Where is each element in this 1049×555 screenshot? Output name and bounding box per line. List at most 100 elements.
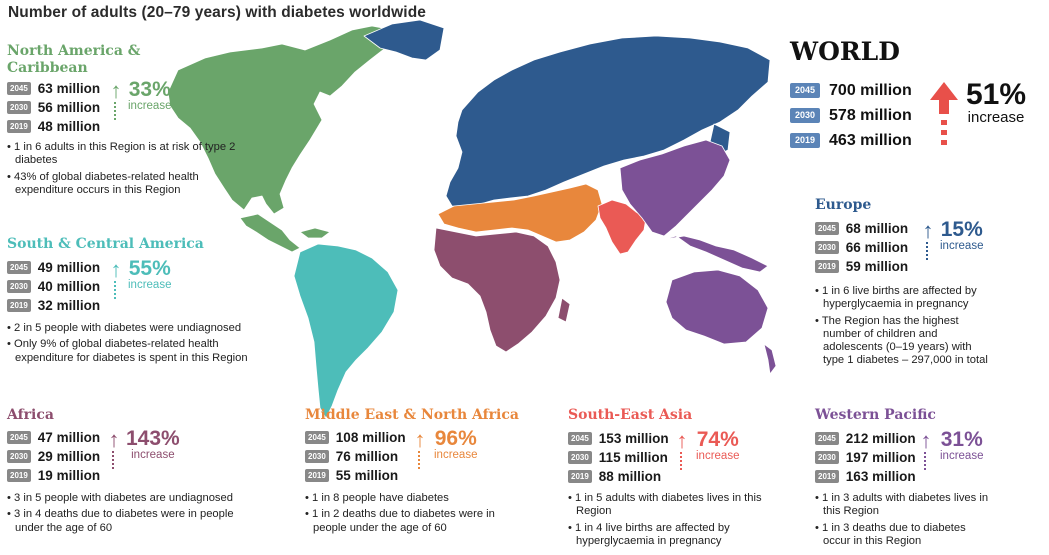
bullet: • 3 in 4 deaths due to diabetes were in … <box>7 508 234 534</box>
region-increase-north-america: 33% increase <box>128 78 172 112</box>
bullet: • 2 in 5 people with diabetes were undia… <box>7 322 242 334</box>
stat-value: 48 million <box>37 119 101 134</box>
year-badge: 2019 <box>568 470 592 483</box>
region-title-sea: South-East Asia <box>568 407 693 423</box>
year-badge: 2019 <box>305 469 329 482</box>
stat-row: 2019 32 million <box>7 296 100 315</box>
bullet: • 1 in 6 adults in this Region is at ris… <box>7 141 236 167</box>
stat-row: 2019 48 million <box>7 117 100 136</box>
year-badge: 2019 <box>7 469 31 482</box>
year-badge: 2019 <box>7 120 31 133</box>
stat-value: 49 million <box>37 260 101 275</box>
region-inc: increase <box>434 449 478 461</box>
year-badge: 2045 <box>305 431 329 444</box>
stat-row: 2019 55 million <box>305 466 406 485</box>
bullet: • 43% of global diabetes-related health … <box>7 170 199 196</box>
region-title-south-america: South & Central America <box>7 236 204 252</box>
year-badge: 2030 <box>305 450 329 463</box>
stat-row: 2019 59 million <box>815 257 908 276</box>
map-region-north-america <box>167 25 395 253</box>
stat-row: 2030 76 million <box>305 447 406 466</box>
map-region-africa <box>433 227 571 353</box>
year-badge: 2045 <box>7 261 31 274</box>
world-summary: WORLD <box>790 37 900 66</box>
year-badge: 2019 <box>815 470 839 483</box>
page-title: Number of adults (20–79 years) with diab… <box>8 4 426 21</box>
region-inc: increase <box>940 450 984 462</box>
year-badge: 2030 <box>568 451 592 464</box>
region-bullets-sea: • 1 in 5 adults with diabetes lives in t… <box>568 492 768 551</box>
stat-value: 115 million <box>598 450 668 465</box>
region-stats-north-america: 2045 63 million 2030 56 million 2019 48 mil… <box>7 79 100 136</box>
region-inc: increase <box>131 449 175 461</box>
year-badge: 2030 <box>7 450 31 463</box>
stat-value: 212 million <box>845 431 916 446</box>
year-badge: 2030 <box>7 101 31 114</box>
stat-value: 19 million <box>37 468 101 483</box>
year-badge: 2045 <box>790 83 821 98</box>
region-title-mena: Middle East & North Africa <box>305 407 519 423</box>
stat-row: 2030 66 million <box>815 238 908 257</box>
region-stats-europe: 2045 68 million 2030 66 million 2019 59 mil… <box>815 219 908 276</box>
stat-row: 2045 49 million <box>7 258 100 277</box>
region-increase-western-pacific: 31% increase <box>940 428 984 462</box>
region-stats-south-america: 2045 49 million 2030 40 million 2019 32 mil… <box>7 258 100 315</box>
region-pct: 55% <box>128 257 171 280</box>
stat-value: 197 million <box>845 450 916 465</box>
year-badge: 2030 <box>815 241 839 254</box>
region-inc: increase <box>128 279 172 291</box>
region-bullets-africa: • 3 in 5 people with diabetes are undiag… <box>7 492 262 538</box>
map-region-western-pacific <box>619 139 777 375</box>
increase-arrow-icon: ↑ <box>674 430 690 470</box>
bullet: • 3 in 5 people with diabetes are undiag… <box>7 492 233 504</box>
increase-arrow-icon: ↑ <box>920 220 936 260</box>
stat-value: 88 million <box>598 469 662 484</box>
stat-row: 2045 47 million <box>7 428 100 447</box>
region-pct: 74% <box>696 428 739 451</box>
year-badge: 2030 <box>815 451 839 464</box>
year-badge: 2030 <box>7 280 31 293</box>
region-bullets-western-pacific: • 1 in 3 adults with diabetes lives in t… <box>815 492 990 551</box>
stat-value: 463 million <box>829 132 912 149</box>
stat-value: 68 million <box>845 221 909 236</box>
stat-value: 108 million <box>335 430 406 445</box>
region-pct: 31% <box>940 428 983 451</box>
region-inc: increase <box>128 100 172 112</box>
region-stats-sea: 2045 153 million 2030 115 million 2019 88 m… <box>568 429 669 486</box>
region-title-africa: Africa <box>7 407 54 423</box>
stat-value: 66 million <box>845 240 909 255</box>
region-title-north-america: North America & Caribbean <box>7 43 141 76</box>
stat-row: 2030 40 million <box>7 277 100 296</box>
stat-row: 2030 115 million <box>568 448 669 467</box>
year-badge: 2019 <box>7 299 31 312</box>
bullet: • 1 in 8 people have diabetes <box>305 492 449 504</box>
stat-value: 59 million <box>845 259 909 274</box>
stat-row: 2019 88 million <box>568 467 669 486</box>
region-pct: 33% <box>128 78 171 101</box>
bullet: • Only 9% of global diabetes-related hea… <box>7 338 248 364</box>
stat-row: 2030 56 million <box>7 98 100 117</box>
region-inc: increase <box>940 240 984 252</box>
world-increase-arrow-icon <box>930 82 958 145</box>
stat-row: 2019 19 million <box>7 466 100 485</box>
stat-row: 2045 212 million <box>815 429 916 448</box>
region-pct: 143% <box>126 427 180 450</box>
stat-value: 63 million <box>37 81 101 96</box>
stat-value: 153 million <box>598 431 669 446</box>
stat-value: 76 million <box>335 449 399 464</box>
region-increase-africa: 143% increase <box>126 427 180 461</box>
bullet: • 1 in 4 live births are affected by hyp… <box>568 521 730 547</box>
world-inc: increase <box>967 109 1025 126</box>
world-pct: 51% <box>966 78 1027 111</box>
year-badge: 2019 <box>815 260 839 273</box>
stat-row: 2030 197 million <box>815 448 916 467</box>
stat-row: 2045 63 million <box>7 79 100 98</box>
stat-value: 40 million <box>37 279 101 294</box>
region-increase-south-america: 55% increase <box>128 257 172 291</box>
stat-row: 2045 108 million <box>305 428 406 447</box>
region-pct: 96% <box>434 427 477 450</box>
year-badge: 2019 <box>790 133 821 148</box>
map-region-south-america <box>293 243 399 419</box>
increase-arrow-icon: ↑ <box>412 429 428 469</box>
